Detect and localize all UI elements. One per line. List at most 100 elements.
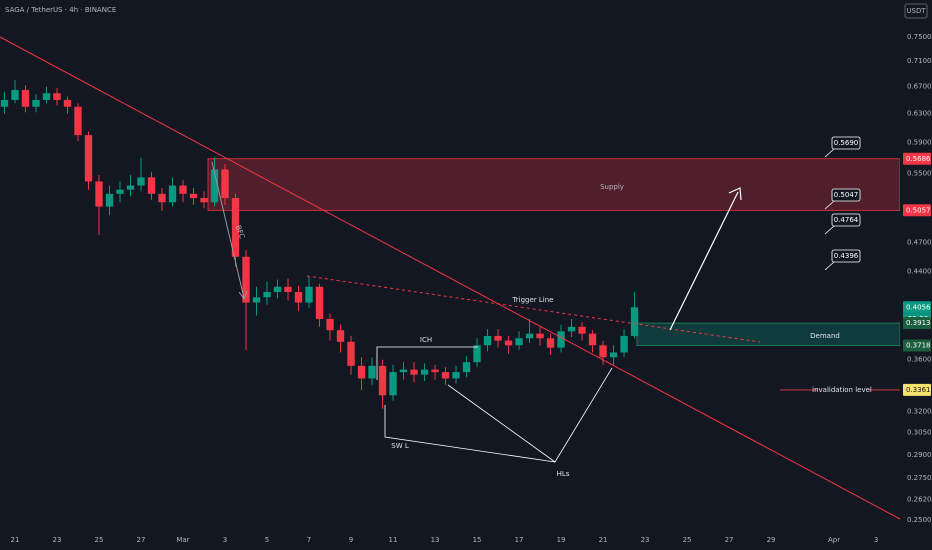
candles	[0, 80, 639, 409]
target-box	[831, 249, 861, 263]
ich-label: ICH	[420, 336, 432, 344]
candle-body	[557, 331, 565, 348]
candle-body	[609, 352, 618, 358]
target-box	[831, 213, 861, 227]
candle-body	[620, 335, 628, 353]
candle-body	[473, 345, 481, 363]
candle-body	[368, 365, 376, 379]
arrow-head	[728, 187, 742, 201]
candle-body	[158, 193, 166, 203]
candle-body	[263, 291, 271, 298]
candle-body	[389, 372, 397, 396]
candle-body	[137, 177, 145, 186]
target-pointer	[824, 200, 835, 210]
x-tick-label: 3	[223, 536, 227, 544]
candle-body	[567, 326, 576, 332]
candle-body	[378, 365, 387, 396]
candle-body	[200, 198, 208, 203]
price-badge	[903, 204, 931, 217]
x-tick-label: 29	[767, 536, 776, 544]
x-tick-label: 15	[473, 536, 482, 544]
trigger-label: Trigger Line	[512, 296, 554, 304]
candle-body	[494, 335, 502, 341]
labels: SAGA / TetherUS · 4h · BINANCE Supply De…	[5, 6, 872, 478]
hls-label: HLs	[557, 470, 570, 478]
supply-zone	[207, 158, 901, 211]
target-arrow	[669, 191, 739, 331]
candle-body	[336, 330, 345, 342]
header: SAGA / TetherUS · 4h · BINANCE	[5, 6, 116, 14]
candle-body	[147, 177, 156, 194]
x-tick-label: 13	[431, 536, 440, 544]
target-label: 0.4764	[834, 216, 859, 224]
x-tick-label: 27	[137, 536, 146, 544]
candle-body	[515, 338, 523, 346]
x-tick-label: 3	[874, 536, 878, 544]
candle-body	[452, 372, 460, 379]
target-label: 0.5047	[834, 191, 859, 199]
candle-body	[42, 93, 51, 100]
ich-line	[376, 346, 478, 380]
x-tick-label: Apr	[828, 536, 840, 544]
price-badge	[903, 317, 931, 330]
hls-lines	[447, 367, 613, 463]
x-tick-label: 11	[389, 536, 398, 544]
candle-body	[504, 340, 513, 346]
candle-body	[21, 89, 30, 107]
candle-body	[179, 185, 187, 194]
y-tick-label: 0.6300	[907, 110, 932, 118]
target-pointer	[824, 225, 835, 235]
y-tick-label: 0.3600	[907, 356, 932, 364]
candle-body	[410, 369, 418, 375]
y-tick-label: 0.6700	[907, 83, 932, 91]
price-badge-label: 0.3913	[906, 319, 931, 327]
y-tick-label: 0.3200	[907, 408, 932, 416]
target-box	[831, 136, 861, 150]
demand-label: Demand	[810, 332, 840, 340]
candle-body	[126, 185, 135, 190]
price-badge	[903, 339, 931, 352]
target-box	[831, 188, 861, 202]
price-badge-label: 0.5057	[906, 206, 931, 214]
candle-body	[210, 169, 219, 203]
candle-body	[0, 99, 9, 107]
zones	[207, 158, 901, 391]
candle-body	[441, 372, 450, 379]
price-badge-label: 0.4056	[906, 303, 931, 311]
candle-body	[231, 198, 240, 257]
y-tick-label: 0.2620	[907, 495, 932, 503]
candle-body	[399, 369, 408, 373]
x-tick-label: 23	[53, 536, 62, 544]
dashed-trigger-line	[306, 275, 761, 343]
currency: USDT	[906, 7, 926, 15]
candle-body	[116, 189, 124, 194]
candle-body	[347, 341, 355, 366]
time-axis	[0, 530, 900, 550]
supply-label: Supply	[600, 183, 624, 191]
candle-body	[105, 193, 114, 207]
price-badge-label: 0.3718	[906, 342, 931, 350]
candle-body	[420, 369, 429, 375]
x-tick-label: 7	[307, 536, 311, 544]
candle-body	[273, 286, 282, 292]
candle-body	[315, 286, 324, 319]
candle-body	[326, 318, 334, 331]
target-pointer	[824, 148, 835, 158]
candle-body	[305, 286, 313, 303]
candle-body	[357, 365, 366, 379]
candle-body	[63, 99, 72, 107]
bfc-arrow-head	[238, 290, 248, 301]
candle-body	[525, 333, 534, 339]
candle-body	[462, 362, 471, 373]
swl-line	[384, 405, 556, 463]
x-tick-label: 21	[599, 536, 608, 544]
candle-body	[599, 345, 607, 358]
y-tick-label: 0.2900	[907, 451, 932, 459]
axes: USDT 0.7500 0.7100 0.6700 0.6300 0.5900 0.550…	[11, 3, 932, 544]
y-tick-label: 0.3050	[907, 429, 932, 437]
y-tick-label: 0.5500	[907, 169, 932, 177]
price-axis	[900, 0, 932, 550]
swl-label: SW L	[391, 442, 409, 450]
